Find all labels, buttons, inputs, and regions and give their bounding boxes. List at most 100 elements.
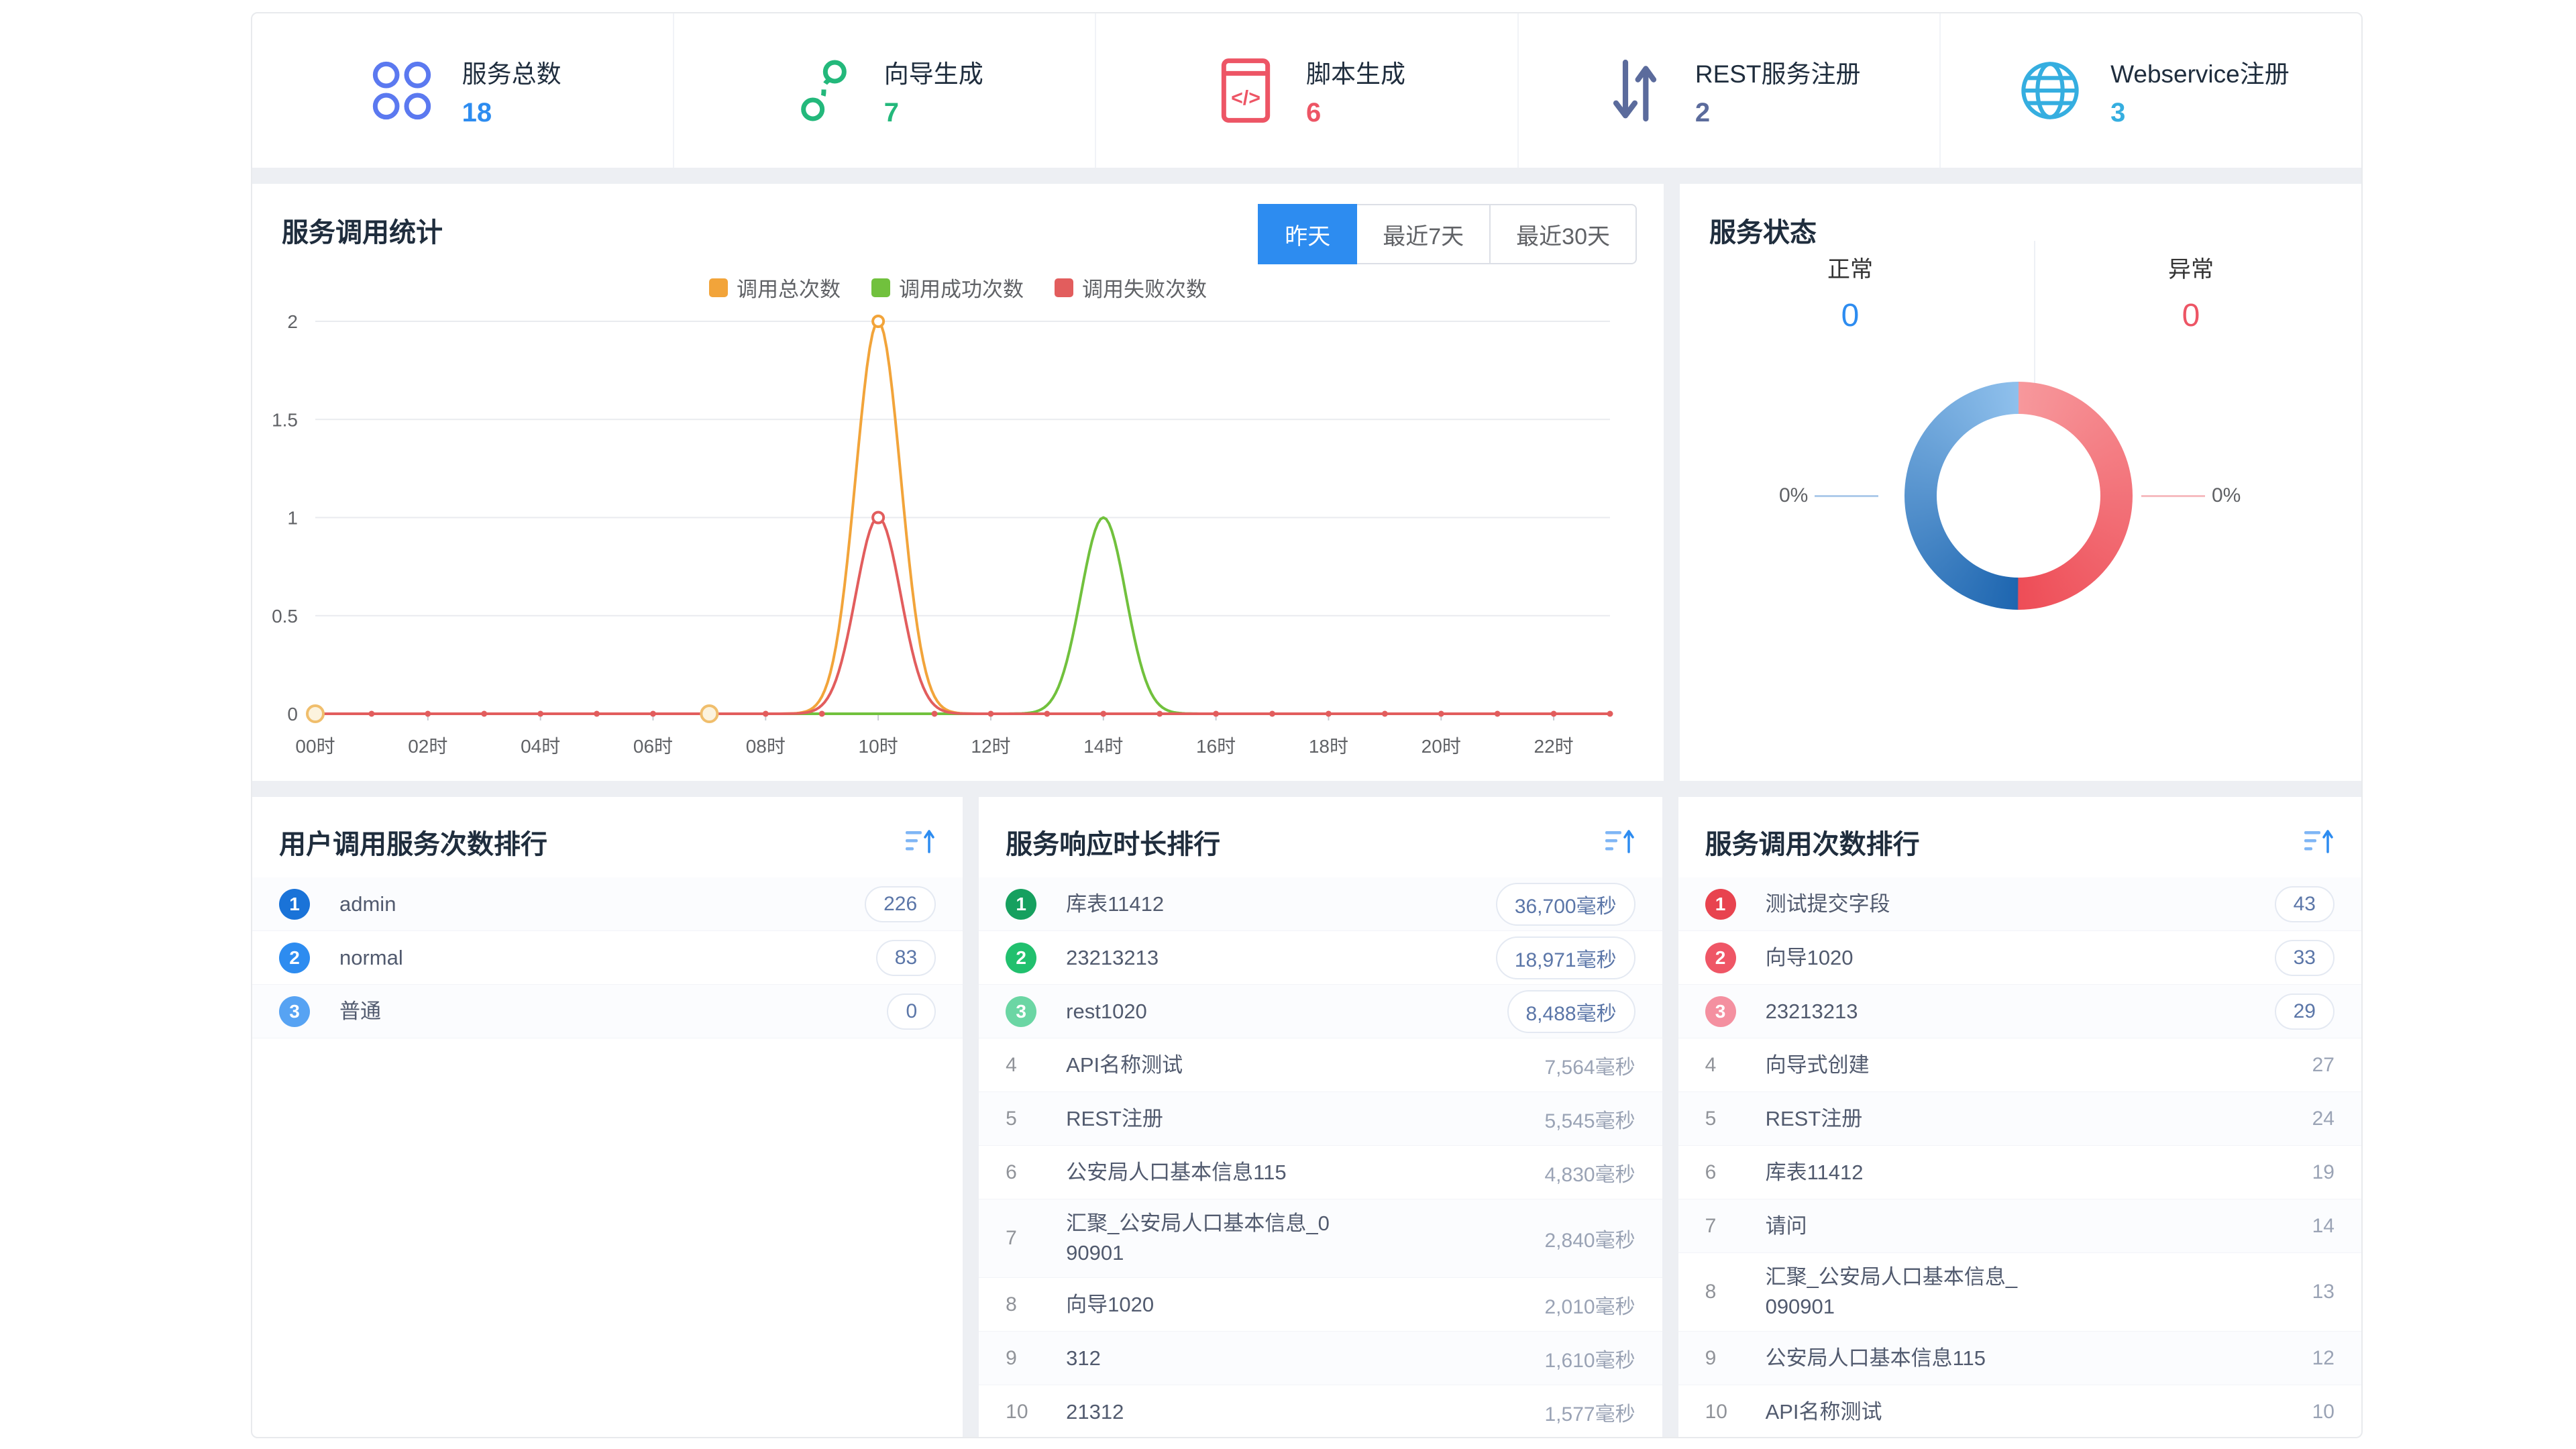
ranking-list: 1 库表11412 36,700毫秒 2 23213213 18,971毫秒 3… (979, 877, 1662, 1437)
rank-name: 公安局人口基本信息115 (1066, 1160, 1287, 1184)
rank-badge: 5 (1006, 1107, 1017, 1130)
rank-value: 24 (2312, 1107, 2334, 1130)
stat-card-wizard-generated: 向导生成 7 (674, 13, 1097, 168)
rank-name: 23213213 (1765, 999, 1858, 1023)
rank-value: 33 (2274, 939, 2334, 976)
svg-text:16时: 16时 (1196, 736, 1236, 757)
rank-value: 43 (2274, 885, 2334, 922)
legend-swatch (709, 278, 728, 297)
rank-badge: 3 (279, 996, 310, 1027)
rank-badge: 2 (1705, 942, 1736, 973)
stat-card-total-services: 服务总数 18 (252, 13, 675, 168)
rank-badge: 2 (1006, 942, 1037, 973)
rest-arrows-icon (1597, 53, 1672, 128)
ranking-title: 服务响应时长排行 (1006, 830, 1221, 859)
table-row: 1 admin 226 (252, 877, 963, 931)
dashboard-frame: 服务总数 18 向导生成 7 </> (251, 12, 2363, 1438)
legend-swatch (1055, 278, 1073, 297)
rank-badge: 6 (1705, 1161, 1717, 1183)
rank-badge: 8 (1705, 1281, 1717, 1303)
stat-label: REST服务注册 (1695, 60, 1861, 88)
rank-value: 2,010毫秒 (1544, 1295, 1635, 1318)
table-row: 5 REST注册 5,545毫秒 (979, 1092, 1662, 1146)
rank-value: 18,971毫秒 (1495, 936, 1635, 979)
rank-name: normal (339, 945, 403, 969)
tab-time-range[interactable]: 昨天 (1258, 204, 1358, 264)
tab-time-range[interactable]: 最近30天 (1489, 204, 1637, 264)
rank-value: 4,830毫秒 (1544, 1163, 1635, 1186)
legend-label: 调用成功次数 (899, 278, 1024, 301)
donut-label-left: 0% (1779, 484, 1879, 507)
stat-card-webservice-registered: Webservice注册 3 (1941, 13, 2361, 168)
svg-text:00时: 00时 (295, 736, 335, 757)
table-row: 8 汇聚_公安局人口基本信息_ 090901 13 (1678, 1253, 2361, 1332)
rank-value: 12 (2312, 1346, 2334, 1369)
rank-value: 5,545毫秒 (1544, 1110, 1635, 1132)
rank-badge: 4 (1006, 1053, 1017, 1076)
status-normal: 正常 0 (1680, 251, 2021, 334)
rank-value: 19 (2312, 1161, 2334, 1183)
ranking-list: 1 测试提交字段 43 2 向导1020 33 3 23213213 29 (1678, 877, 2361, 1437)
rank-value: 2,840毫秒 (1544, 1230, 1635, 1252)
rank-value: 36,700毫秒 (1495, 882, 1635, 926)
rank-value: 14 (2312, 1214, 2334, 1237)
svg-text:1.5: 1.5 (272, 409, 298, 430)
sort-descending-icon[interactable] (904, 828, 936, 856)
ranking-title: 服务调用次数排行 (1705, 830, 1920, 859)
table-row: 7 请问 14 (1678, 1199, 2361, 1253)
call-statistics-panel: 服务调用统计 昨天 最近7天 最近30天 调用总次数 调用成功次数 调用失败次数 (252, 184, 1664, 781)
service-status-panel: 服务状态 正常 0 异常 0 0% (1680, 184, 2361, 781)
rank-value: 1,610毫秒 (1544, 1349, 1635, 1372)
table-row: 2 向导1020 33 (1678, 931, 2361, 985)
status-donut-chart (1904, 382, 2133, 610)
svg-text:02时: 02时 (408, 736, 447, 757)
rank-badge: 8 (1006, 1293, 1017, 1316)
svg-text:</>: </> (1231, 87, 1260, 109)
legend-item: 调用失败次数 (1055, 272, 1207, 303)
globe-icon (2012, 53, 2088, 128)
rank-name: 312 (1066, 1346, 1101, 1370)
rank-badge: 4 (1705, 1053, 1717, 1076)
svg-text:04时: 04时 (521, 736, 560, 757)
svg-text:2: 2 (287, 311, 298, 332)
svg-text:1: 1 (287, 508, 298, 529)
rank-value: 29 (2274, 993, 2334, 1030)
rank-value: 27 (2312, 1053, 2334, 1076)
sort-descending-icon[interactable] (1603, 828, 1635, 856)
stat-label: Webservice注册 (2110, 60, 2290, 88)
status-panel-title: 服务状态 (1709, 218, 1817, 248)
status-normal-label: 正常 (1827, 257, 1873, 282)
rank-badge: 7 (1006, 1227, 1017, 1249)
table-row: 3 rest1020 8,488毫秒 (979, 985, 1662, 1038)
sort-descending-icon[interactable] (2302, 828, 2334, 856)
rank-value: 0 (887, 993, 936, 1030)
stats-bar: 服务总数 18 向导生成 7 </> (252, 13, 2361, 168)
rank-name: API名称测试 (1066, 1053, 1183, 1077)
rank-value: 1,577毫秒 (1544, 1403, 1635, 1426)
time-range-tabs: 昨天 最近7天 最近30天 (1258, 204, 1637, 264)
rank-value: 83 (875, 939, 936, 976)
table-row: 7 汇聚_公安局人口基本信息_0 90901 2,840毫秒 (979, 1199, 1662, 1278)
rank-badge: 3 (1006, 996, 1037, 1027)
stat-value: 18 (462, 97, 492, 127)
svg-text:12时: 12时 (971, 736, 1010, 757)
stat-label: 向导生成 (883, 60, 983, 88)
rank-badge: 5 (1705, 1107, 1717, 1130)
stat-value: 2 (1695, 97, 1711, 127)
stat-value: 6 (1306, 97, 1322, 127)
rank-badge: 1 (1705, 888, 1736, 920)
ranking-panel: 服务调用次数排行 1 测试提交字段 (1678, 797, 2361, 1437)
rank-value: 8,488毫秒 (1507, 989, 1635, 1033)
rank-name: 汇聚_公安局人口基本信息_ 090901 (1765, 1265, 2018, 1318)
svg-text:0.5: 0.5 (272, 606, 298, 627)
rank-name: 公安局人口基本信息115 (1765, 1346, 1986, 1370)
rank-name: 汇聚_公安局人口基本信息_0 90901 (1066, 1212, 1330, 1265)
rank-badge: 10 (1006, 1400, 1028, 1423)
rank-name: rest1020 (1066, 999, 1147, 1023)
grid-icon (364, 53, 439, 128)
stat-label: 脚本生成 (1306, 60, 1405, 88)
ranking-list: 1 admin 226 2 normal 83 3 普通 0 (252, 877, 963, 1038)
table-row: 10 API名称测试 10 (1678, 1385, 2361, 1437)
rank-name: 21312 (1066, 1399, 1124, 1424)
table-row: 10 21312 1,577毫秒 (979, 1385, 1662, 1437)
